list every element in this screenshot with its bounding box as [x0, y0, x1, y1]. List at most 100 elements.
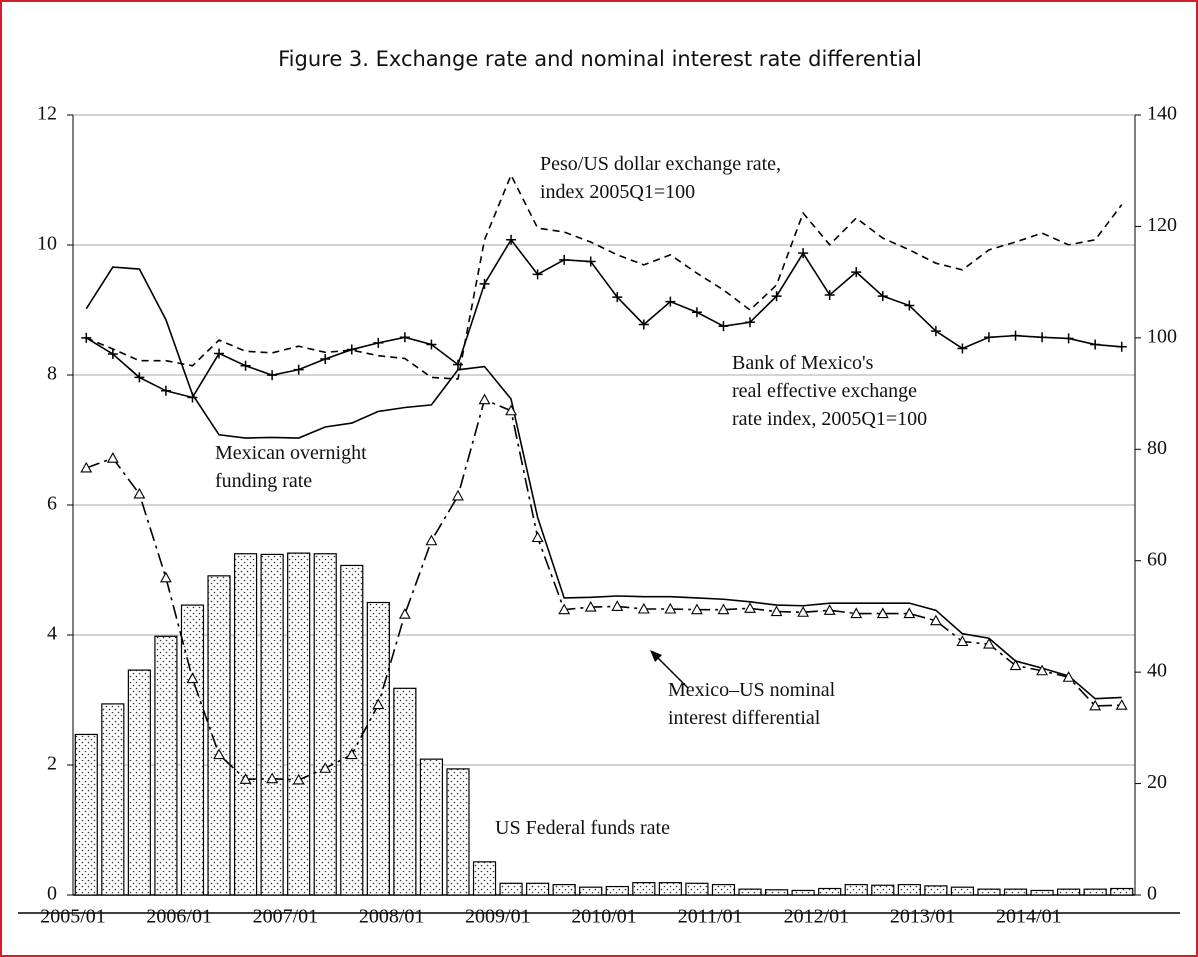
bar — [738, 888, 762, 896]
series-label: US Federal funds rate — [495, 817, 670, 839]
bar — [313, 553, 337, 896]
bar — [499, 882, 523, 896]
bar — [897, 883, 921, 896]
y-tick-label: 2 — [47, 753, 57, 775]
y2-tick-label: 120 — [1147, 214, 1177, 236]
marker — [718, 321, 729, 332]
y2-tick-label: 20 — [1147, 771, 1167, 793]
series-label: Bank of Mexico's real effective exchange… — [732, 352, 928, 430]
marker — [824, 289, 835, 300]
marker — [159, 571, 172, 583]
y2-tick-label: 0 — [1147, 883, 1157, 905]
marker — [531, 531, 544, 543]
x-tick-label: 2012/01 — [784, 906, 850, 928]
marker — [1115, 699, 1128, 710]
marker — [478, 393, 491, 405]
y-tick-label: 6 — [47, 493, 57, 515]
x-tick-label: 2008/01 — [359, 906, 425, 928]
marker — [770, 605, 783, 617]
bar — [74, 733, 98, 896]
marker — [1010, 330, 1021, 341]
marker — [612, 292, 623, 303]
bar — [233, 553, 258, 896]
marker — [877, 291, 888, 302]
marker — [133, 487, 146, 499]
marker — [213, 748, 225, 760]
bar — [685, 882, 709, 896]
x-tick-label: 2006/01 — [146, 906, 212, 928]
series-line — [85, 266, 1122, 700]
bar — [526, 882, 550, 896]
bar — [844, 883, 868, 896]
bar — [552, 883, 576, 896]
x-tick-label: 2011/01 — [678, 906, 743, 928]
marker — [81, 332, 92, 343]
bar — [818, 887, 842, 896]
bar — [605, 885, 629, 896]
marker — [717, 603, 730, 615]
marker — [1009, 659, 1022, 671]
marker — [373, 337, 384, 348]
marker — [292, 773, 305, 785]
marker — [745, 317, 756, 328]
bar — [924, 885, 948, 896]
series-line — [85, 238, 1122, 399]
marker — [532, 269, 543, 280]
bar — [1003, 888, 1028, 896]
marker — [744, 602, 756, 613]
marker — [452, 489, 464, 501]
x-tick-label: 2014/01 — [996, 906, 1062, 928]
marker — [134, 372, 145, 383]
marker — [664, 602, 677, 614]
bar — [1057, 888, 1081, 896]
marker — [266, 772, 279, 784]
marker — [1089, 699, 1102, 711]
marker — [690, 603, 703, 615]
y2-tick-label: 100 — [1147, 325, 1177, 347]
x-tick-label: 2013/01 — [890, 906, 956, 928]
marker — [585, 256, 596, 267]
bar — [1083, 888, 1107, 896]
bar — [366, 601, 390, 896]
marker — [506, 234, 517, 245]
marker — [240, 360, 251, 371]
marker — [398, 608, 411, 619]
bar — [977, 888, 1001, 896]
marker — [372, 698, 385, 710]
marker — [851, 267, 862, 278]
bar — [1030, 889, 1054, 896]
marker — [107, 349, 118, 360]
bar — [579, 886, 603, 896]
bar — [472, 861, 497, 896]
marker — [346, 344, 357, 355]
marker — [160, 385, 171, 396]
x-tick-label: 2005/01 — [40, 906, 106, 928]
y-tick-label: 0 — [47, 883, 57, 905]
marker — [267, 370, 278, 381]
marker — [771, 291, 782, 302]
marker — [319, 762, 332, 773]
bar — [340, 564, 364, 896]
x-tick-label: 2009/01 — [465, 906, 531, 928]
marker — [214, 348, 225, 359]
y-tick-label: 12 — [37, 103, 57, 125]
marker — [345, 748, 358, 760]
chart-title: Figure 3. Exchange rate and nominal inte… — [278, 47, 922, 71]
marker — [1036, 664, 1049, 676]
marker — [957, 343, 968, 354]
bar — [791, 889, 815, 896]
bar — [393, 687, 417, 896]
marker — [823, 604, 836, 615]
marker — [1063, 333, 1074, 344]
marker — [1090, 339, 1101, 350]
marker — [903, 607, 916, 619]
bar — [419, 758, 444, 896]
marker — [80, 461, 93, 473]
y2-tick-label: 40 — [1147, 660, 1167, 682]
bar — [127, 669, 151, 896]
series-line — [85, 173, 1123, 380]
marker — [239, 773, 252, 784]
